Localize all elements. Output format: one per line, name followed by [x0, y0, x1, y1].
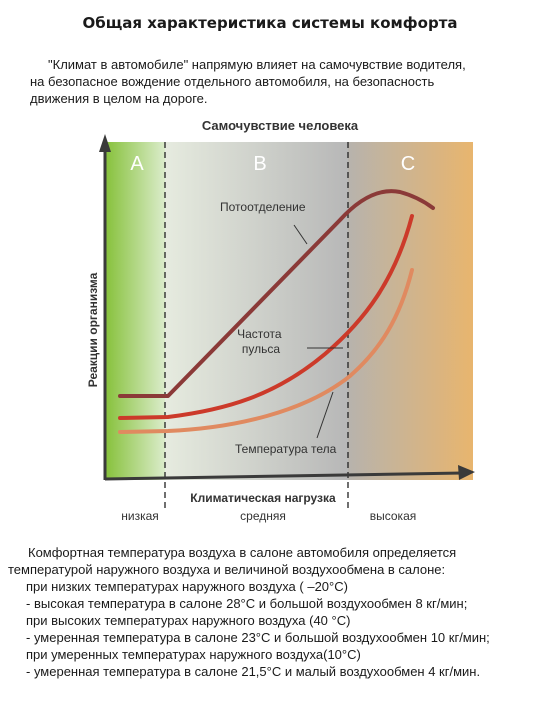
body-line: Комфортная температура воздуха в салоне … — [28, 545, 457, 560]
label-pulse-text: Частота — [237, 327, 282, 341]
body-line: при высоких температурах наружного возду… — [26, 613, 351, 628]
intro-line-1: "Климат в автомобиле" напрямую влияет на… — [48, 57, 466, 72]
zone-b-background — [165, 142, 348, 480]
label-pulse-text-line2: пульса — [242, 342, 280, 356]
comfort-description: Комфортная температура воздуха в салоне … — [8, 544, 538, 680]
series-pulse-line — [118, 214, 414, 420]
x-zone-low: низкая — [121, 509, 159, 523]
intro-paragraph: "Климат в автомобиле" напрямую влияет на… — [30, 56, 520, 107]
x-zone-medium: средняя — [240, 509, 286, 523]
body-line: - умеренная температура в салоне 23°С и … — [26, 630, 490, 645]
body-line: температурой наружного воздуха и величин… — [8, 562, 446, 577]
x-axis-arrow-icon — [458, 465, 475, 480]
body-line: при низких температурах наружного воздух… — [26, 579, 348, 594]
x-axis — [104, 471, 464, 481]
series-body-temp-line — [118, 268, 414, 434]
chart-title: Самочувствие человека — [202, 118, 359, 133]
label-pulse: Частота пульса — [237, 327, 285, 356]
series-sweating-line — [118, 189, 435, 398]
pointer-body-temp — [316, 391, 334, 439]
body-line: при умеренных температурах наружного воз… — [26, 647, 361, 662]
x-axis-label: Климатическая нагрузка — [190, 491, 336, 505]
label-body-temp: Температура тела — [235, 442, 337, 456]
y-axis-label: Реакции организма — [86, 272, 100, 387]
body-line: - умеренная температура в салоне 21,5°С … — [26, 664, 481, 679]
pointer-sweating — [293, 224, 308, 245]
x-zone-high: высокая — [370, 509, 417, 523]
y-axis-arrow-icon — [99, 134, 111, 152]
intro-line-3: движения в целом на дороге. — [30, 91, 208, 106]
label-sweating: Потоотделение — [220, 200, 306, 214]
intro-line-2: на безопасное вождение отдельного автомо… — [30, 74, 435, 89]
body-line: - высокая температура в салоне 28°С и бо… — [26, 596, 468, 611]
zone-a-label: A — [130, 153, 144, 175]
zone-a-background — [105, 142, 165, 480]
zone-b-label: B — [253, 153, 266, 175]
document-title: Общая характеристика системы комфорта — [82, 14, 458, 32]
comfort-chart: Самочувствие человека A B C Реакции орга… — [86, 118, 475, 523]
zone-c-label: C — [401, 153, 415, 175]
